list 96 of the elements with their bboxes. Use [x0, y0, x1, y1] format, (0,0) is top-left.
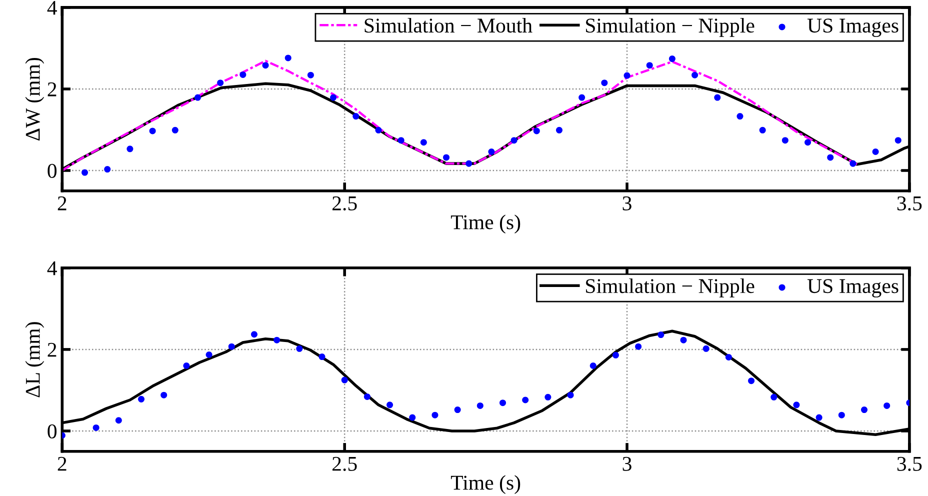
point [296, 345, 303, 352]
point [138, 396, 145, 402]
point [782, 137, 788, 144]
y-tick-label: 4 [47, 0, 57, 15]
point [680, 336, 687, 344]
x-tick-label: 3 [622, 196, 632, 210]
point [658, 332, 664, 338]
point [624, 72, 630, 79]
point [274, 336, 280, 344]
point [544, 394, 552, 400]
point [352, 113, 360, 120]
x-tick-label: 3.5 [897, 196, 922, 210]
point [82, 169, 88, 176]
point [850, 160, 856, 167]
point [194, 94, 201, 101]
point [860, 406, 868, 414]
point [714, 94, 721, 101]
point [206, 351, 212, 358]
x-tick-label: 2.5 [332, 196, 357, 210]
point [759, 126, 766, 134]
point [172, 126, 178, 134]
point [250, 331, 258, 338]
point [318, 354, 326, 360]
point [115, 417, 122, 424]
point [736, 113, 744, 120]
point [307, 72, 314, 78]
point [884, 402, 890, 409]
point [590, 362, 596, 370]
point [646, 62, 653, 69]
x-tick-label: 2.5 [332, 456, 357, 471]
point [126, 146, 134, 152]
point [804, 139, 812, 146]
point [409, 414, 416, 421]
point [160, 392, 168, 398]
point [262, 62, 269, 69]
y-tick-label: 4 [47, 261, 57, 276]
point [838, 412, 845, 418]
legend-label: US Images [807, 18, 898, 37]
point [702, 345, 710, 352]
x-tick-label: 3.5 [897, 456, 922, 471]
point [725, 354, 732, 360]
point [386, 402, 394, 408]
legend-label: Simulation − Nipple [586, 18, 754, 37]
point [827, 154, 834, 161]
point [872, 148, 879, 155]
point [341, 376, 348, 384]
x-axis-title: Time (s) [450, 475, 520, 494]
legend-label: Simulation − Nipple [586, 278, 754, 298]
point [793, 402, 800, 408]
point [104, 166, 111, 173]
y-tick-label: 0 [48, 164, 57, 178]
point [748, 378, 755, 384]
point [635, 343, 642, 350]
x-axis-title: Time (s) [450, 214, 520, 234]
x-tick-label: 2 [58, 196, 66, 210]
point [533, 128, 540, 134]
point [398, 137, 404, 144]
point [183, 362, 190, 370]
y-axis-title: ΔL (mm) [25, 322, 44, 398]
point [692, 72, 698, 78]
point [217, 80, 224, 86]
point [454, 406, 461, 414]
point [92, 424, 100, 431]
legend-label: Simulation − Mouth [364, 18, 532, 33]
point [228, 343, 235, 350]
point [284, 54, 292, 62]
point [466, 160, 472, 167]
point [894, 137, 902, 144]
point [612, 352, 619, 358]
point [330, 94, 337, 101]
y-tick-label: 2 [48, 82, 56, 96]
point [364, 393, 370, 400]
point [240, 71, 246, 78]
point [816, 414, 822, 421]
point [375, 126, 382, 134]
point [420, 139, 427, 146]
point [556, 126, 562, 134]
point [601, 80, 608, 86]
point [567, 392, 574, 398]
point [770, 394, 778, 400]
point [578, 94, 586, 101]
y-axis-title: ΔW (mm) [25, 58, 44, 140]
legend-label: US Images [807, 279, 898, 298]
point [149, 128, 156, 134]
y-tick-label: 0 [48, 424, 57, 438]
point [522, 396, 529, 404]
point [432, 412, 438, 418]
y-tick-label: 2 [48, 342, 56, 357]
point [510, 137, 518, 144]
point [668, 56, 676, 62]
x-tick-label: 2 [58, 456, 66, 471]
point [476, 402, 484, 409]
x-tick-label: 3 [622, 456, 632, 471]
point [499, 400, 506, 406]
point [443, 154, 450, 161]
point [488, 148, 495, 155]
